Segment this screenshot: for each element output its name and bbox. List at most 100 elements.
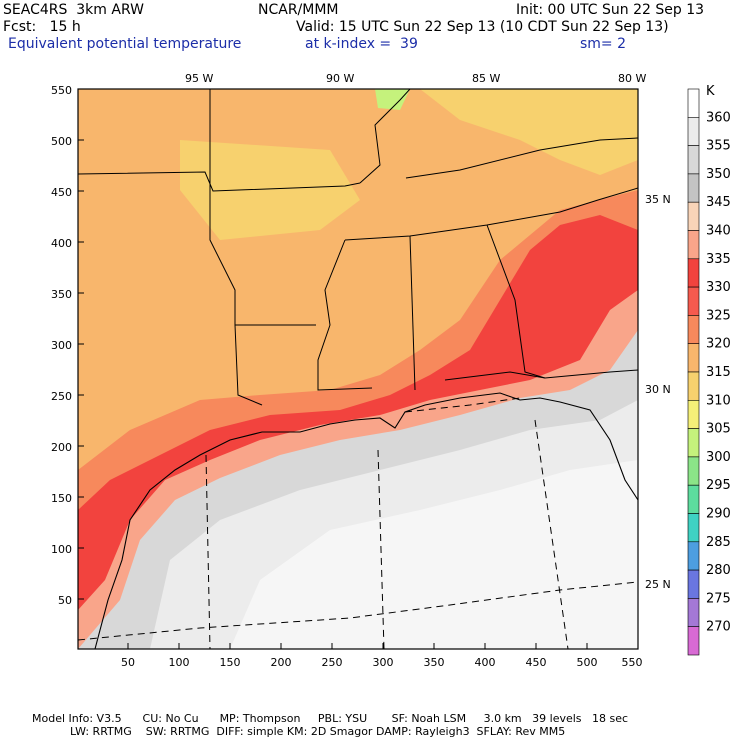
colorbar-label: 270 bbox=[706, 620, 731, 635]
init-time: Init: 00 UTC Sun 22 Sep 13 bbox=[516, 2, 705, 18]
x-tick-labels: 50 100 150 200 250 300 350 400 450 500 5… bbox=[121, 656, 643, 669]
axis-ticks bbox=[78, 88, 639, 649]
colorbar-label: 275 bbox=[706, 591, 731, 606]
colorbar-swatch bbox=[687, 541, 700, 571]
colorbar-swatch bbox=[687, 371, 700, 401]
field-name: Equivalent potential temperature bbox=[8, 36, 242, 52]
colorbar-swatch bbox=[687, 201, 700, 231]
colorbar-label: 340 bbox=[706, 224, 731, 239]
colorbar-label: 355 bbox=[706, 139, 731, 154]
colorbar-swatch bbox=[687, 145, 700, 175]
valid-time: Valid: 15 UTC Sun 22 Sep 13 (10 CDT Sun … bbox=[296, 19, 669, 35]
boundary-mississippi-alabama bbox=[409, 235, 416, 391]
lon-label-85w: 85 W bbox=[472, 72, 500, 85]
colorbar-label: 300 bbox=[706, 450, 731, 465]
x-tick-label: 450 bbox=[526, 656, 547, 669]
colorbar-swatch bbox=[687, 399, 700, 429]
y-tick-label: 400 bbox=[51, 237, 72, 250]
colorbar-label: 320 bbox=[706, 337, 731, 352]
parallel-30n bbox=[404, 397, 521, 413]
y-tick-label: 50 bbox=[58, 594, 72, 607]
gulf-coastline bbox=[94, 392, 638, 649]
y-tick-label: 100 bbox=[51, 543, 72, 556]
y-tick-label: 300 bbox=[51, 339, 72, 352]
boundary-mississippi-river bbox=[359, 89, 411, 184]
colorbar-label: 345 bbox=[706, 195, 731, 210]
y-tick-label: 450 bbox=[51, 186, 72, 199]
forecast-hour: Fcst: 15 h bbox=[3, 19, 81, 35]
colorbar-label: 290 bbox=[706, 507, 731, 522]
field-band-north bbox=[178, 89, 638, 175]
x-tick-label: 100 bbox=[169, 656, 190, 669]
lon-label-80w: 80 W bbox=[618, 72, 646, 85]
colorbar-swatch bbox=[687, 569, 700, 599]
x-tick-label: 250 bbox=[322, 656, 343, 669]
lat-labels: 35 N 30 N 25 N bbox=[645, 193, 671, 591]
y-tick-labels: 550 500 450 400 350 300 250 200 150 100 … bbox=[51, 84, 72, 607]
run-name: SEAC4RS 3km ARW bbox=[3, 2, 144, 18]
vertical-level: at k-index = 39 bbox=[305, 36, 418, 52]
x-tick-label: 300 bbox=[373, 656, 394, 669]
x-tick-label: 500 bbox=[577, 656, 598, 669]
colorbar-label: 315 bbox=[706, 365, 731, 380]
colorbar-swatch bbox=[687, 428, 700, 458]
lat-label-25n: 25 N bbox=[645, 578, 671, 591]
y-tick-label: 150 bbox=[51, 492, 72, 505]
y-tick-label: 200 bbox=[51, 441, 72, 454]
x-tick-label: 50 bbox=[121, 656, 135, 669]
colorbar-label: 295 bbox=[706, 478, 731, 493]
colorbar-label: 310 bbox=[706, 393, 731, 408]
field-band-gulf-360 bbox=[230, 460, 638, 649]
x-tick-label: 200 bbox=[271, 656, 292, 669]
boundary-texas-oklahoma bbox=[209, 89, 316, 326]
lon-label-90w: 90 W bbox=[326, 72, 354, 85]
boundary-arkansas-mississippi bbox=[317, 239, 373, 391]
graticule bbox=[78, 397, 638, 649]
colorbar-swatch bbox=[687, 117, 700, 146]
meridian-95w bbox=[205, 454, 211, 649]
lon-label-95w: 95 W bbox=[185, 72, 213, 85]
x-tick-label: 150 bbox=[220, 656, 241, 669]
meridian-85w bbox=[534, 419, 569, 649]
lat-label-30n: 30 N bbox=[645, 383, 671, 396]
colorbar-label: 330 bbox=[706, 280, 731, 295]
colorbar-swatch bbox=[687, 230, 700, 260]
field-band-cool-patch bbox=[375, 89, 410, 110]
boundary-florida-north bbox=[444, 369, 638, 381]
colorbar-label: 305 bbox=[706, 422, 731, 437]
colorbar-swatch bbox=[687, 456, 700, 486]
coastline bbox=[94, 392, 638, 649]
y-tick-label: 500 bbox=[51, 135, 72, 148]
boundary-alabama-georgia bbox=[486, 224, 546, 379]
boundary-mid bbox=[344, 187, 638, 241]
colorbar-label: 280 bbox=[706, 563, 731, 578]
smoothing: sm= 2 bbox=[580, 36, 627, 52]
boundary-tennessee bbox=[405, 137, 638, 179]
colorbar-label: 360 bbox=[706, 110, 731, 125]
colorbar-swatch bbox=[687, 598, 700, 628]
boundary-north bbox=[78, 171, 361, 192]
colorbar: K 360 355 350 345 340 335 330 325 320 315 310 305 30… bbox=[687, 84, 731, 656]
colorbar-label: 335 bbox=[706, 252, 731, 267]
y-tick-label: 350 bbox=[51, 288, 72, 301]
colorbar-swatch bbox=[687, 484, 700, 514]
state-boundaries bbox=[78, 89, 638, 406]
colorbar-label: 325 bbox=[706, 308, 731, 323]
colorbar-swatch bbox=[687, 315, 700, 344]
model-info-line1: Model Info: V3.5 CU: No Cu MP: Thompson … bbox=[32, 712, 629, 725]
colorbar-label: 285 bbox=[706, 535, 731, 550]
colorbar-swatch bbox=[687, 88, 700, 118]
x-tick-label: 350 bbox=[424, 656, 445, 669]
colorbar-swatch bbox=[687, 513, 700, 543]
colorbar-label: 350 bbox=[706, 167, 731, 182]
boundary-texas-louisiana bbox=[234, 324, 263, 406]
x-tick-label: 550 bbox=[622, 656, 643, 669]
colorbar-swatch bbox=[687, 173, 700, 203]
center-name: NCAR/MMM bbox=[258, 2, 339, 18]
y-tick-label: 550 bbox=[51, 84, 72, 97]
field-band-central bbox=[180, 140, 360, 240]
y-tick-label: 250 bbox=[51, 390, 72, 403]
colorbar-swatch bbox=[687, 626, 700, 656]
meridian-90w bbox=[377, 449, 385, 649]
